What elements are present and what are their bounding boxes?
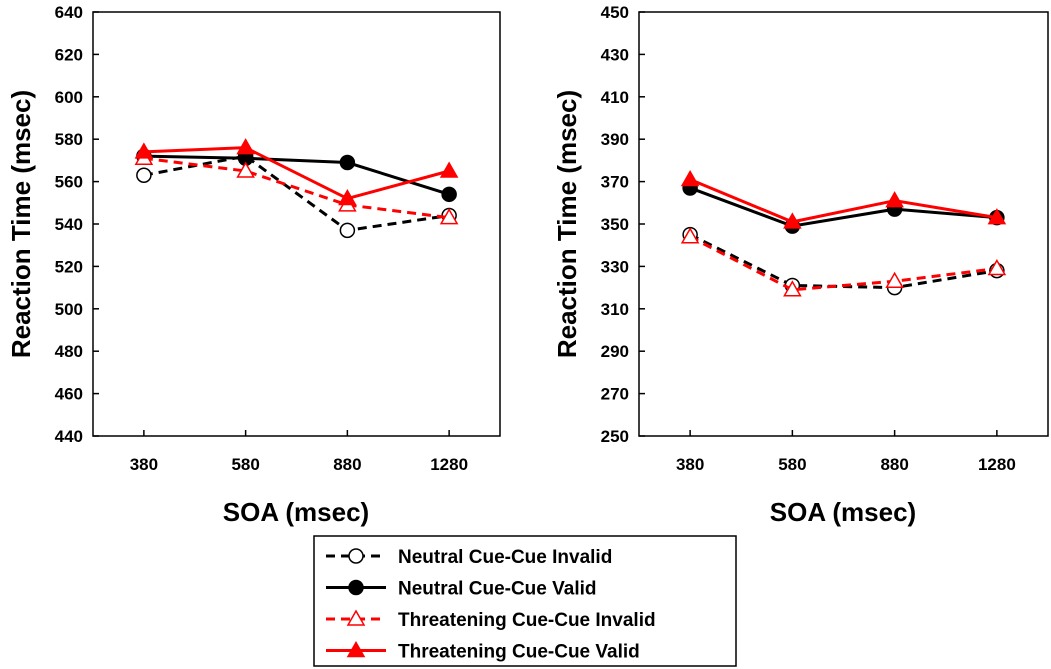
x-tick-label: 1280 [430, 455, 468, 474]
y-tick-label: 500 [55, 300, 83, 319]
y-tick-label: 460 [55, 385, 83, 404]
data-point [339, 154, 356, 171]
y-tick-label: 600 [55, 88, 83, 107]
legend-label: Threatening Cue-Cue Valid [398, 642, 640, 663]
y-tick-label: 580 [55, 130, 83, 149]
data-point [236, 161, 255, 178]
y-tick-label: 390 [601, 130, 629, 149]
x-tick-label: 880 [333, 455, 361, 474]
x-tick-label: 380 [130, 455, 158, 474]
data-point [439, 208, 459, 225]
x-tick-label: 580 [231, 455, 259, 474]
y-tick-label: 430 [601, 45, 629, 64]
series-line [143, 154, 450, 196]
legend-swatch-marker [348, 579, 364, 596]
y-tick-label: 450 [601, 3, 629, 22]
y-tick-label: 410 [601, 88, 629, 107]
data-point [987, 259, 1007, 276]
y-tick-label: 560 [55, 173, 83, 192]
data-point [783, 280, 802, 297]
data-point [987, 208, 1007, 225]
series-line [689, 235, 998, 292]
data-point [680, 227, 700, 244]
data-point [680, 169, 700, 187]
series-line [143, 156, 450, 220]
x-tick-label: 1280 [978, 455, 1016, 474]
legend-label: Neutral Cue-Cue Invalid [398, 547, 612, 568]
legend-swatch-marker [346, 640, 366, 658]
left-chart-panel: 440 460 480 500 520 540 560 580 600 620 640 380 580 8… [6, 3, 501, 527]
y-tick-label: 330 [601, 257, 629, 276]
y-tick-label: 480 [55, 342, 83, 361]
y-tick-label: 520 [55, 257, 83, 276]
y-tick-label: 290 [601, 342, 629, 361]
y-tick-label: 270 [601, 385, 629, 404]
y-tick-label: 640 [55, 3, 83, 22]
series-line [143, 146, 450, 201]
y-tick-label: 370 [601, 173, 629, 192]
x-tick-label: 580 [778, 455, 806, 474]
series-line [689, 178, 998, 224]
y-tick-label: 350 [601, 215, 629, 234]
data-point [236, 138, 255, 155]
data-point [338, 189, 357, 206]
data-point [885, 271, 904, 288]
y-tick-label: 620 [55, 45, 83, 64]
x-tick-label: 380 [676, 455, 704, 474]
x-axis-title: SOA (msec) [770, 497, 916, 527]
y-tick-label: 250 [601, 427, 629, 446]
y-axis-title: Reaction Time (msec) [6, 90, 36, 358]
plot-frame [92, 11, 501, 437]
data-point [885, 191, 904, 208]
data-point [134, 142, 154, 159]
data-point [439, 161, 459, 178]
x-axis-title: SOA (msec) [223, 497, 369, 527]
data-point [783, 212, 802, 229]
series-line [689, 186, 997, 228]
y-tick-label: 440 [55, 427, 83, 446]
series-line [143, 154, 450, 232]
legend-label: Neutral Cue-Cue Valid [398, 579, 597, 600]
y-axis-title: Reaction Time (msec) [552, 90, 582, 358]
y-tick-label: 310 [601, 300, 629, 319]
plot-frame [638, 11, 1049, 437]
data-point [339, 222, 356, 239]
x-tick-label: 880 [880, 455, 908, 474]
data-point [136, 167, 152, 183]
right-chart-panel: 250 270 290 310 330 350 370 390 410 430 450 380 580 8… [552, 3, 1049, 527]
legend: Neutral Cue-Cue Invalid Neutral Cue-Cue V… [313, 535, 737, 667]
y-tick-label: 540 [55, 215, 83, 234]
legend-box [313, 535, 737, 667]
legend-label: Threatening Cue-Cue Invalid [398, 610, 656, 631]
data-point [441, 186, 457, 203]
legend-swatch-marker [348, 548, 364, 564]
legend-swatch-marker [346, 609, 366, 626]
